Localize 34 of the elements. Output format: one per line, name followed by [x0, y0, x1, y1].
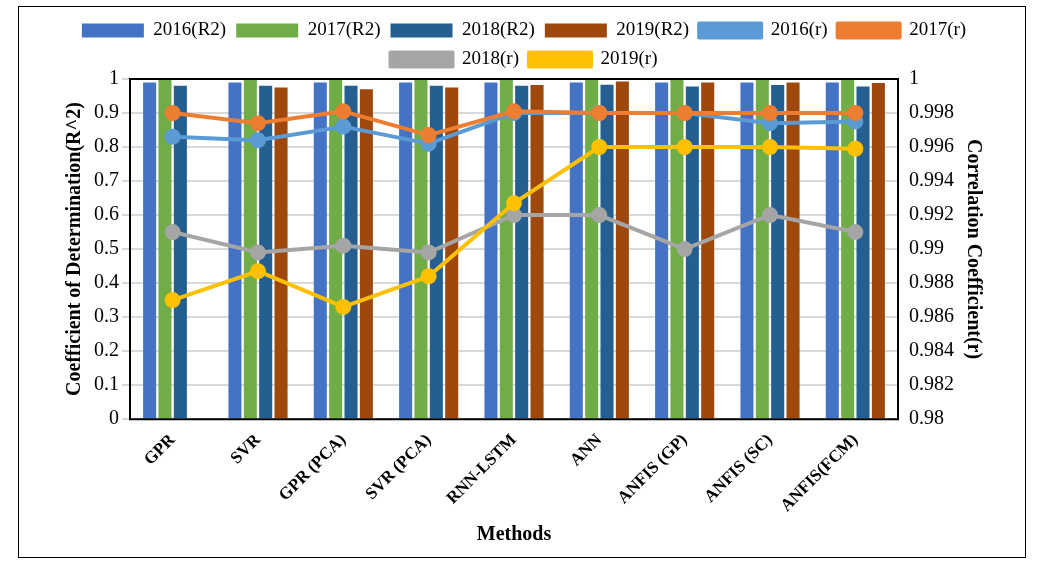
y-tick-label: 0.9	[94, 100, 119, 123]
legend-label: 2019(r)	[600, 47, 658, 70]
legend-label: 2016(R2)	[153, 18, 227, 41]
y-tick-label: 0	[109, 406, 119, 429]
y2-tick-label: 0.982	[909, 372, 954, 395]
y-tick-label: 0.2	[94, 338, 119, 361]
y-tick-label: 0.4	[94, 270, 119, 293]
y2-tick-label: 1	[909, 66, 919, 89]
y-tick-label: 0.1	[94, 372, 119, 395]
y-tick-label: 0.6	[94, 202, 119, 225]
y-tick-label: 0.7	[94, 168, 119, 191]
x-axis-title: Methods	[476, 522, 552, 545]
y2-axis-title: Correlation Coefficient(r)	[962, 139, 986, 360]
legend-label: 2016(r)	[770, 18, 828, 41]
y-tick-label: 1	[109, 66, 119, 89]
y2-tick-label: 0.986	[909, 304, 954, 327]
y2-tick-label: 0.984	[909, 338, 954, 361]
legend-label: 2018(R2)	[462, 18, 535, 41]
legend-label: 2017(R2)	[307, 18, 381, 41]
y2-tick-label: 0.992	[909, 202, 954, 225]
y-tick-label: 0.5	[94, 236, 119, 259]
legend-label: 2018(r)	[462, 47, 519, 70]
y-axis-title: Coefficient of Determination(R^2)	[62, 102, 86, 396]
x-tick-label: GPR	[139, 429, 180, 469]
legend-label: 2017(r)	[909, 18, 967, 41]
y2-tick-label: 0.998	[909, 100, 954, 123]
y-tick-label: 0.8	[94, 134, 119, 157]
y-tick-label: 0.3	[94, 304, 119, 327]
legend-label: 2019(R2)	[616, 18, 690, 41]
y2-tick-label: 0.994	[909, 168, 954, 191]
y2-tick-label: 0.98	[909, 406, 944, 429]
y2-tick-label: 0.996	[909, 134, 954, 157]
y2-tick-label: 0.988	[909, 270, 954, 293]
y2-tick-label: 0.99	[909, 236, 944, 259]
